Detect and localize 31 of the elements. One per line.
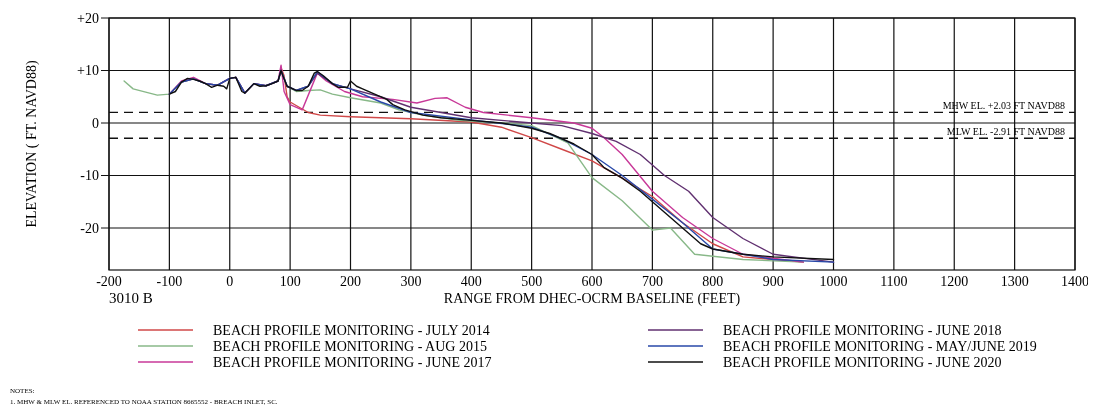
- x-tick-label: 0: [226, 274, 234, 289]
- x-tick-label: 1100: [880, 274, 908, 289]
- legend-label: BEACH PROFILE MONITORING - JUNE 2017: [213, 354, 492, 370]
- x-axis-title: RANGE FROM DHEC-OCRM BASELINE (FEET): [443, 291, 741, 307]
- x-tick-label: -100: [156, 274, 183, 289]
- x-tick-label: 200: [340, 274, 361, 289]
- text: 3010 B: [109, 290, 153, 306]
- x-tick-label: 1300: [1000, 274, 1029, 289]
- x-tick-label: 600: [581, 274, 603, 289]
- x-tick-label: 1400: [1061, 274, 1089, 289]
- y-tick-label: -10: [80, 168, 99, 184]
- x-tick-label: 300: [400, 274, 422, 289]
- legend-label: BEACH PROFILE MONITORING - JULY 2014: [213, 322, 490, 338]
- y-tick-label: 0: [92, 115, 99, 131]
- x-tick-label: 500: [521, 274, 543, 289]
- y-axis-title: ELEVATION ( FT. NAVD88): [24, 60, 40, 228]
- legend-label: BEACH PROFILE MONITORING - AUG 2015: [213, 338, 487, 354]
- legend-label: BEACH PROFILE MONITORING - MAY/JUNE 2019: [723, 338, 1037, 354]
- x-tick-label: 700: [641, 274, 663, 289]
- x-tick-label: 1200: [940, 274, 969, 289]
- x-tick-label: -200: [96, 274, 122, 289]
- x-tick-label: 1000: [819, 274, 848, 289]
- y-tick-label: +20: [77, 10, 99, 26]
- y-tick-label: -20: [80, 220, 99, 236]
- legend-label: BEACH PROFILE MONITORING - JUNE 2020: [723, 354, 1002, 370]
- x-tick-label: 800: [702, 274, 724, 289]
- x-tick-label: 900: [762, 274, 784, 289]
- legend-label: BEACH PROFILE MONITORING - JUNE 2018: [723, 322, 1002, 338]
- x-tick-label: 100: [279, 274, 301, 289]
- x-tick-label: 400: [460, 274, 482, 289]
- y-tick-label: +10: [77, 63, 99, 79]
